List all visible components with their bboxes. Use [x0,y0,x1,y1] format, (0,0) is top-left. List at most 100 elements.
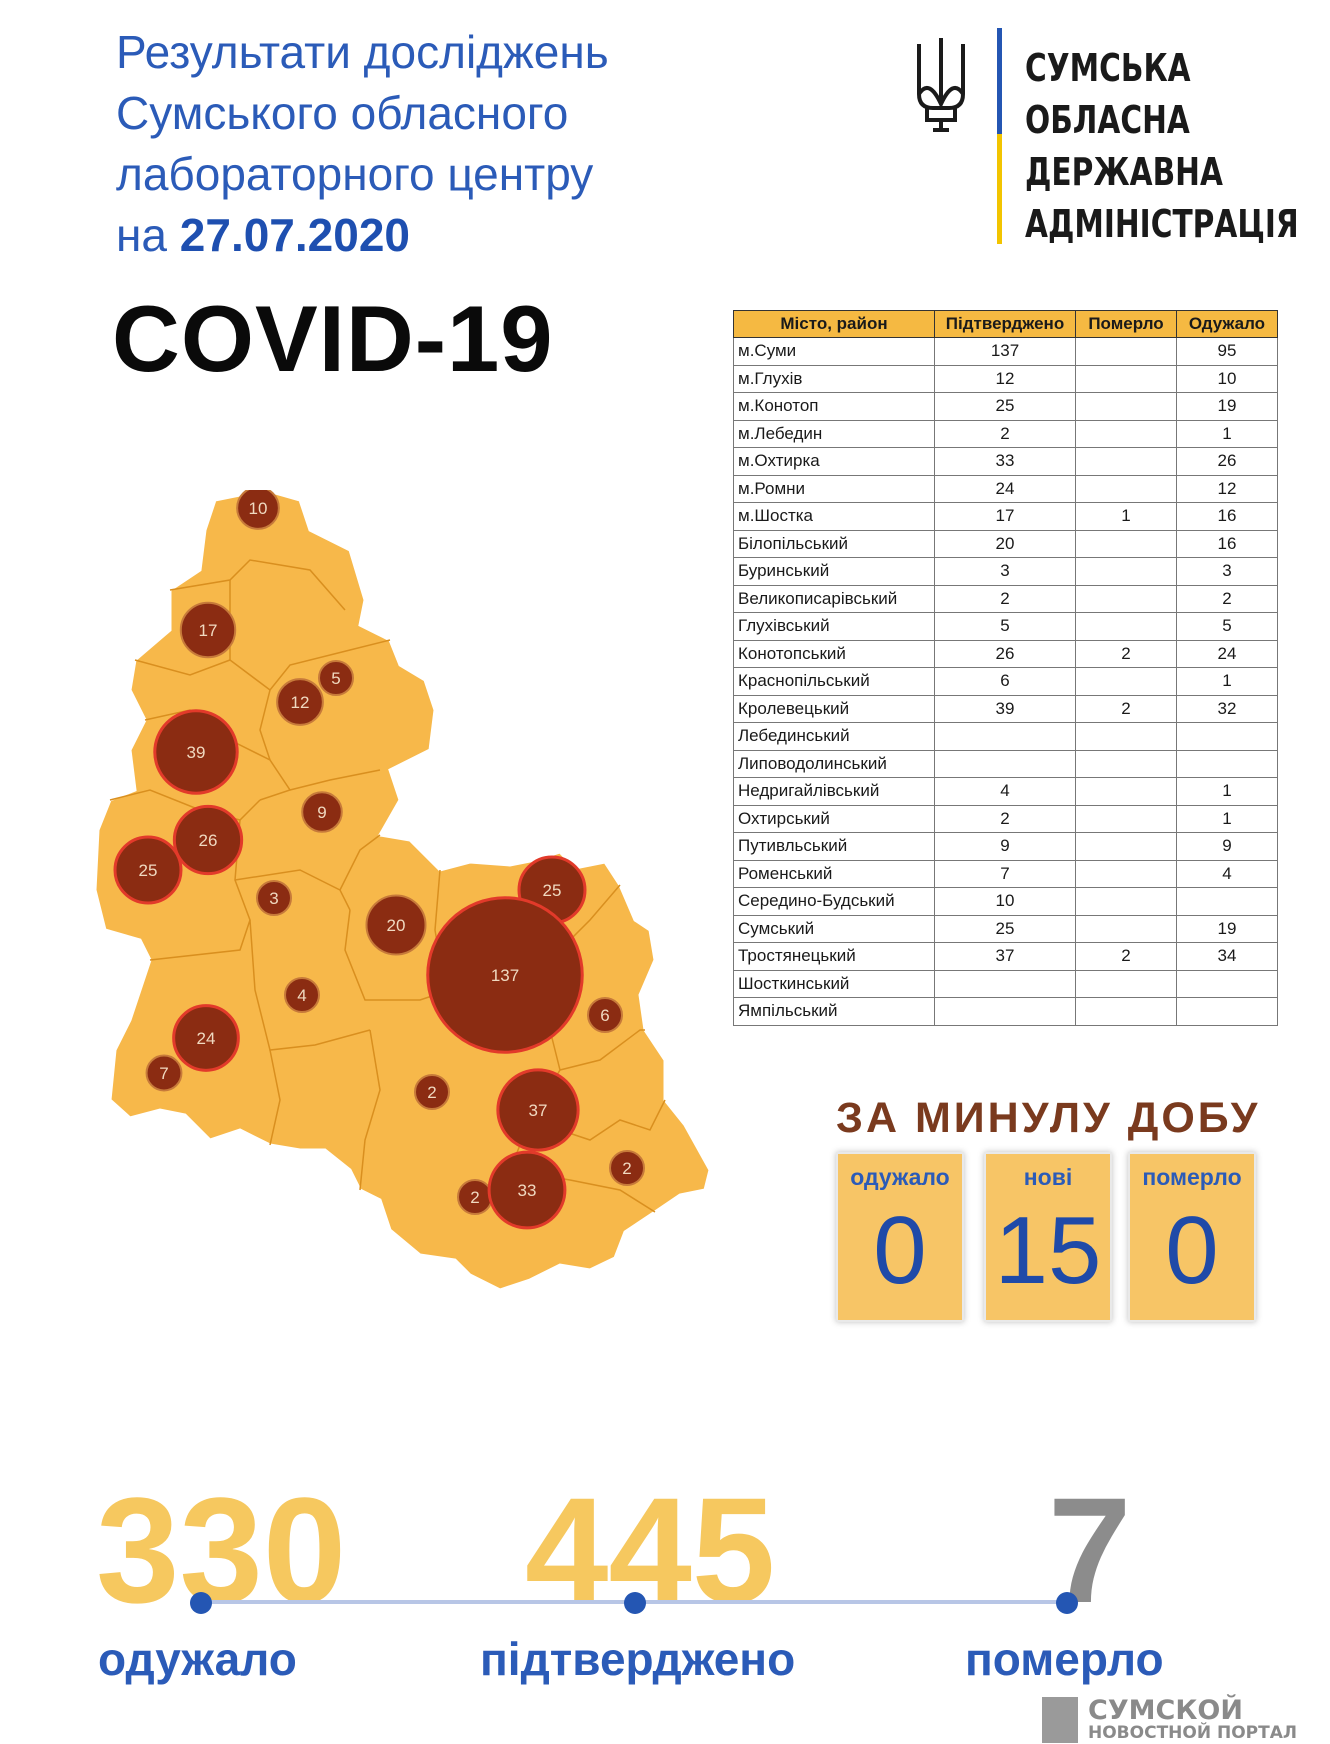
cell-recovered: 19 [1176,915,1278,943]
cell-confirmed: 6 [934,667,1076,696]
logo-line-3: ДЕРЖАВНА [1025,150,1223,194]
cell-city: Буринський [733,557,935,586]
cell-confirmed: 12 [934,365,1076,393]
table-row: Конотопський 26 2 24 [733,640,1278,668]
cell-deaths [1075,337,1177,366]
table-row: Ямпільський [733,997,1278,1026]
cell-recovered: 95 [1176,337,1278,366]
case-bubble-label: 25 [139,861,158,880]
daily-new-box: нові 15 [984,1152,1112,1322]
table-row: Охтирський 2 1 [733,805,1278,833]
case-bubble [496,1068,580,1152]
cell-deaths [1075,970,1177,998]
cell-city: м.Лебедин [733,420,935,448]
case-bubble-label: 2 [622,1159,631,1178]
case-bubble [256,880,292,916]
daily-recovered-box: одужало 0 [836,1152,964,1322]
cell-confirmed: 2 [934,805,1076,833]
table-row: м.Суми 137 95 [733,337,1278,366]
table-row: Кролевецький 39 2 32 [733,695,1278,723]
cell-confirmed: 7 [934,860,1076,888]
cell-recovered: 34 [1176,942,1278,971]
cell-deaths [1075,585,1177,613]
case-bubble-label: 20 [387,916,406,935]
cell-recovered: 1 [1176,420,1278,448]
header-city: Місто, район [733,310,935,338]
cell-deaths [1075,530,1177,558]
cell-recovered [1176,887,1278,916]
cell-confirmed [934,970,1076,998]
cell-city: Середино-Будський [733,887,935,916]
cell-deaths [1075,750,1177,778]
title-line-2: Сумського обласного [116,87,569,139]
cell-recovered: 5 [1176,612,1278,641]
cell-confirmed: 37 [934,942,1076,971]
cell-city: Тростянецький [733,942,935,971]
table-row: Шосткинський [733,970,1278,998]
cell-deaths [1075,997,1177,1026]
cell-confirmed [934,750,1076,778]
case-bubble [284,977,320,1013]
case-bubble-label: 24 [197,1029,216,1048]
cell-recovered [1176,970,1278,998]
cell-recovered: 19 [1176,392,1278,421]
total-confirmed-label: підтверджено [480,1633,796,1685]
district-border [289,769,381,791]
title-line-1: Результати досліджень [116,26,609,78]
cell-recovered: 2 [1176,585,1278,613]
cell-city: м.Конотоп [733,392,935,421]
table-row: Тростянецький 37 2 34 [733,942,1278,971]
daily-deaths-value: 0 [1165,1197,1219,1304]
cell-city: Роменський [733,860,935,888]
cell-city: м.Глухів [733,365,935,393]
cell-recovered: 9 [1176,832,1278,861]
case-bubble [414,1074,450,1110]
district-border [359,1029,381,1191]
cell-confirmed: 9 [934,832,1076,861]
case-bubble-label: 37 [529,1101,548,1120]
cell-city: Лебединський [733,722,935,751]
district-border [269,1049,281,1146]
portal-watermark: СУМСКОЙ НОВОСТНОЙ ПОРТАЛ [1040,1693,1330,1744]
cell-city: Шосткинський [733,970,935,998]
cell-city: Краснопільський [733,667,935,696]
cell-deaths [1075,722,1177,751]
page-title: Результати досліджень Сумського обласног… [116,22,756,266]
case-bubble-label: 5 [331,669,340,688]
cell-deaths [1075,447,1177,476]
table-body: м.Суми 137 95 м.Глухів 12 10 м.Конотоп 25 19 м.Ле… [733,337,1278,1026]
cell-city: Білопільський [733,530,935,558]
cell-deaths [1075,392,1177,421]
table-row: м.Ромни 24 12 [733,475,1278,503]
cell-recovered: 32 [1176,695,1278,723]
timeline-dot [190,1592,212,1614]
cell-city: Глухівський [733,612,935,641]
cell-deaths [1075,777,1177,806]
logo-line-2: ОБЛАСНА [1025,98,1190,142]
cell-city: Конотопський [733,640,935,668]
cell-deaths: 2 [1075,640,1177,668]
title-date-line: на 27.07.2020 [116,205,756,266]
cell-confirmed: 2 [934,585,1076,613]
cell-city: м.Ромни [733,475,935,503]
cell-deaths [1075,887,1177,916]
cell-confirmed: 25 [934,915,1076,943]
district-border [234,869,351,911]
cell-deaths [1075,557,1177,586]
table-row: м.Шостка 17 1 16 [733,502,1278,531]
cell-confirmed [934,997,1076,1026]
case-bubble [113,835,183,905]
flag-stripe-blue [997,28,1002,134]
case-bubble-label: 2 [427,1083,436,1102]
cell-city: м.Суми [733,337,935,366]
cell-recovered: 10 [1176,365,1278,393]
case-bubble-label: 137 [491,966,519,985]
date-prefix: на [116,209,167,261]
case-bubble-label: 26 [199,831,218,850]
cell-confirmed: 33 [934,447,1076,476]
cell-deaths [1075,805,1177,833]
cell-recovered: 3 [1176,557,1278,586]
cell-city: Путивльський [733,832,935,861]
table-row: Недригайлівський 4 1 [733,777,1278,806]
